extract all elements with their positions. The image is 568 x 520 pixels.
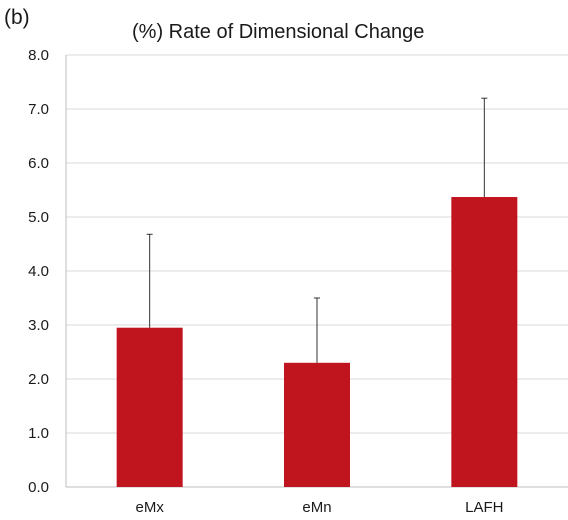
y-tick-label: 0.0 bbox=[28, 479, 49, 496]
y-tick-label: 3.0 bbox=[28, 317, 49, 334]
y-tick-label: 8.0 bbox=[28, 47, 49, 64]
axis-labels: 0.0 1.0 2.0 3.0 4.0 5.0 6.0 7.0 8.0 eMx eMn LAFH bbox=[28, 47, 503, 516]
x-tick-label: eMx bbox=[135, 499, 164, 516]
error-bars bbox=[146, 97, 488, 363]
panel-label: (b) bbox=[4, 6, 30, 29]
y-tick-label: 4.0 bbox=[28, 263, 49, 280]
y-tick-label: 2.0 bbox=[28, 371, 49, 388]
x-tick-label: eMn bbox=[302, 499, 331, 516]
bar bbox=[284, 362, 350, 487]
y-tick-label: 6.0 bbox=[28, 155, 49, 172]
bar bbox=[116, 327, 183, 487]
bar bbox=[451, 197, 518, 487]
bars bbox=[116, 197, 518, 487]
y-tick-label: 5.0 bbox=[28, 209, 49, 226]
y-tick-label: 7.0 bbox=[28, 101, 49, 118]
y-tick-label: 1.0 bbox=[28, 425, 49, 442]
chart-title: (%) Rate of Dimensional Change bbox=[132, 21, 425, 43]
x-tick-label: LAFH bbox=[465, 499, 503, 516]
